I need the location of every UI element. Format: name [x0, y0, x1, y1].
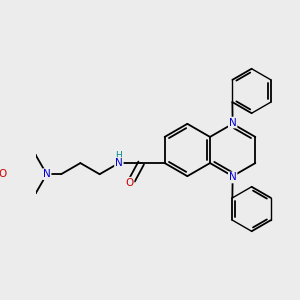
Text: N: N	[229, 172, 236, 182]
Text: O: O	[0, 169, 6, 179]
Text: N: N	[115, 158, 123, 168]
Text: H: H	[116, 151, 122, 160]
Text: N: N	[43, 169, 51, 179]
Text: O: O	[125, 178, 134, 188]
Text: N: N	[229, 118, 236, 128]
